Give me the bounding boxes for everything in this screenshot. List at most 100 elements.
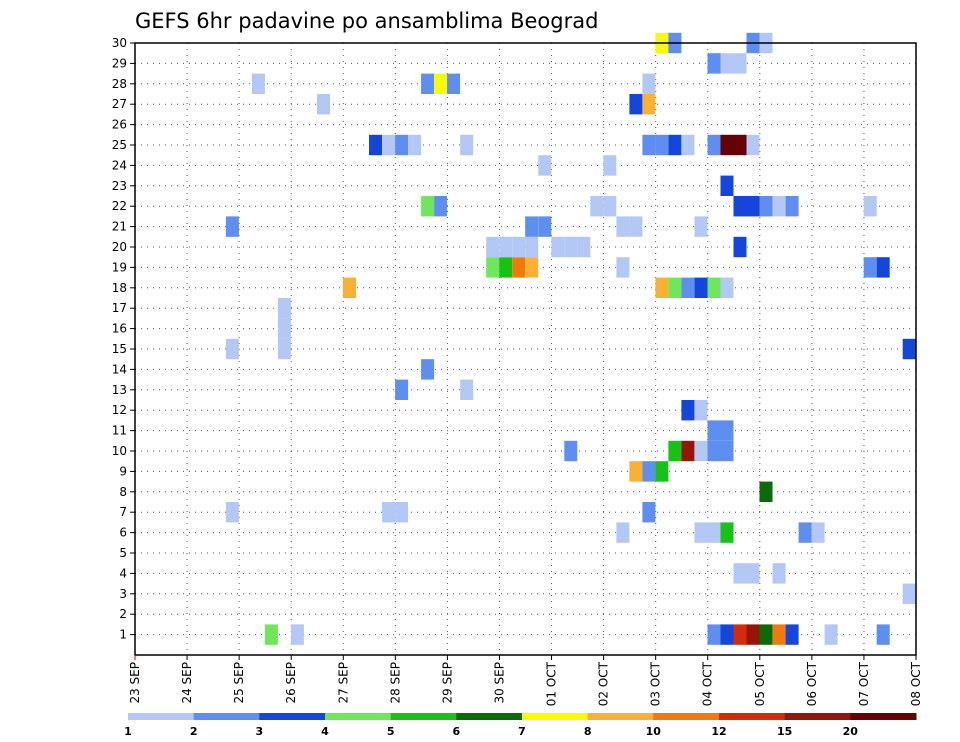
heatmap-cell: [824, 624, 838, 645]
heatmap-cell: [798, 522, 812, 543]
x-tick-label: 03 OCT: [649, 661, 663, 706]
heatmap-cell: [382, 134, 396, 156]
x-tick-label: 08 OCT: [909, 661, 923, 706]
y-tick-label: 18: [112, 281, 127, 295]
y-tick-label: 22: [112, 199, 127, 213]
heatmap-cell: [499, 236, 513, 258]
heatmap-cell: [655, 277, 669, 298]
heatmap-cell: [681, 277, 695, 298]
heatmap-cell: [707, 277, 721, 298]
heatmap-cell: [525, 236, 539, 258]
heatmap-cell: [655, 134, 669, 156]
x-tick-label: 02 OCT: [597, 661, 611, 706]
heatmap-cell: [225, 216, 239, 237]
heatmap-cell: [486, 236, 500, 258]
heatmap-cell: [538, 155, 552, 176]
colorbar-label: 8: [584, 725, 592, 738]
y-tick-label: 27: [112, 97, 127, 111]
heatmap-cell: [772, 196, 786, 217]
heatmap-cell: [512, 257, 526, 278]
colorbar-label: 3: [255, 725, 263, 738]
heatmap-cell: [460, 134, 474, 156]
heatmap-cell: [720, 522, 734, 543]
heatmap-cell: [343, 277, 356, 298]
heatmap-cell: [785, 196, 799, 217]
y-tick-label: 20: [112, 240, 127, 254]
colorbar-label: 10: [646, 725, 662, 738]
x-tick-label: 07 OCT: [857, 661, 871, 706]
heatmap-cell: [759, 196, 773, 217]
y-tick-label: 1: [119, 628, 127, 642]
colorbar-legend: 1 2 3 4 5 6 7 8 10 12 15 20: [124, 713, 917, 738]
heatmap-cell: [616, 522, 630, 543]
colorbar-label: 15: [777, 725, 792, 738]
heatmap-cell: [538, 216, 552, 237]
heatmap-cell: [421, 359, 435, 380]
x-tick-label: 27 SEP: [336, 662, 350, 704]
colorbar-label: 2: [190, 725, 198, 738]
heatmap-cell: [290, 624, 304, 645]
heatmap-cell: [629, 94, 643, 115]
y-tick-label: 17: [112, 301, 127, 315]
y-tick-label: 26: [112, 118, 127, 132]
heatmap-cell: [720, 53, 734, 74]
x-axis: 23 SEP 24 SEP 25 SEP 26 SEP 27 SEP 28 SEP 29 S…: [128, 655, 923, 706]
heatmap-cells: [225, 32, 916, 645]
heatmap-cell: [447, 73, 461, 94]
y-tick-label: 2: [119, 607, 127, 621]
heatmap-cell: [746, 563, 760, 584]
colorbar-swatch: [522, 713, 589, 720]
heatmap-cell: [525, 216, 539, 237]
heatmap-cell: [369, 134, 382, 156]
heatmap-cell: [264, 624, 278, 645]
heatmap-cell: [577, 236, 591, 258]
colorbar-swatch: [325, 713, 392, 720]
heatmap-cell: [876, 257, 890, 278]
y-tick-label: 21: [112, 220, 127, 234]
colorbar-label: 1: [124, 725, 132, 738]
y-tick-label: 25: [112, 138, 127, 152]
y-tick-label: 6: [119, 526, 127, 540]
heatmap-cell: [421, 196, 435, 217]
y-tick-label: 29: [112, 56, 127, 70]
heatmap-cell: [863, 257, 877, 278]
colorbar-label: 7: [518, 725, 526, 738]
heatmap-cell: [251, 73, 265, 94]
heatmap-cell: [395, 502, 409, 523]
heatmap-cell: [642, 502, 656, 523]
heatmap-cell: [746, 624, 760, 645]
x-tick-label: 05 OCT: [753, 661, 767, 706]
heatmap-cell: [733, 236, 747, 258]
heatmap-cell: [642, 94, 656, 115]
heatmap-cell: [564, 236, 578, 258]
heatmap-cell: [499, 257, 513, 278]
heatmap-cell: [395, 379, 409, 400]
y-tick-label: 10: [112, 444, 127, 458]
heatmap-cell: [486, 257, 500, 278]
y-tick-label: 13: [112, 383, 127, 397]
heatmap-cell: [694, 216, 708, 237]
y-tick-label: 4: [119, 566, 127, 580]
y-tick-label: 19: [112, 260, 127, 274]
heatmap-cell: [694, 277, 708, 298]
heatmap-cell: [642, 73, 656, 94]
x-tick-label: 23 SEP: [128, 662, 142, 704]
heatmap-cell: [629, 461, 643, 482]
heatmap-cell: [434, 73, 448, 94]
heatmap-cell: [512, 236, 526, 258]
x-tick-label: 25 SEP: [232, 662, 246, 704]
heatmap-cell: [733, 196, 747, 217]
colorbar-label: 6: [452, 725, 460, 738]
heatmap-cell: [707, 440, 721, 462]
heatmap-cell: [694, 400, 708, 421]
heatmap-cell: [277, 338, 291, 360]
y-tick-label: 16: [112, 322, 127, 336]
heatmap-cell: [525, 257, 539, 278]
x-tick-label: 24 SEP: [180, 662, 194, 704]
heatmap-cell: [551, 236, 565, 258]
heatmap-cell: [772, 563, 786, 584]
heatmap-cell: [603, 196, 617, 217]
x-tick-label: 04 OCT: [701, 661, 715, 706]
heatmap-cell: [317, 94, 330, 115]
